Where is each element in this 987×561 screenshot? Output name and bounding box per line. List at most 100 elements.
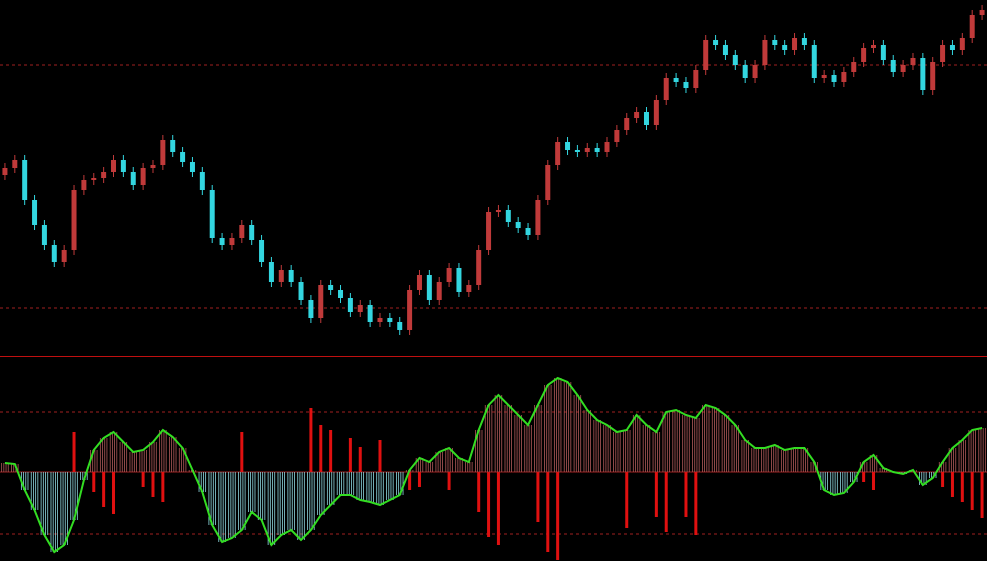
candle-body bbox=[525, 228, 531, 235]
candle-body bbox=[920, 58, 926, 90]
spike-bar bbox=[378, 440, 382, 472]
spike-bar bbox=[941, 472, 945, 487]
spike-bar bbox=[92, 472, 96, 492]
spike-bar bbox=[546, 472, 550, 552]
candle-body bbox=[278, 270, 284, 282]
candle-body bbox=[565, 142, 571, 150]
spike-bar bbox=[487, 472, 491, 537]
candle-body bbox=[742, 65, 748, 78]
candle-body bbox=[91, 178, 97, 180]
candle-body bbox=[259, 240, 265, 262]
candle-body bbox=[545, 165, 551, 200]
spike-bar bbox=[684, 472, 688, 517]
candle-body bbox=[199, 172, 205, 190]
candle-body bbox=[150, 165, 156, 168]
candle-body bbox=[308, 300, 314, 318]
candle-body bbox=[377, 318, 383, 322]
candle-body bbox=[446, 268, 452, 282]
candle-body bbox=[841, 72, 847, 82]
candle-body bbox=[219, 238, 225, 245]
candle-body bbox=[426, 275, 432, 300]
spike-bar bbox=[112, 472, 116, 514]
candle-body bbox=[821, 75, 827, 78]
candle-body bbox=[338, 290, 344, 298]
candle-body bbox=[782, 45, 788, 50]
candle-body bbox=[861, 48, 867, 62]
candle-body bbox=[466, 285, 472, 292]
candle-body bbox=[880, 45, 886, 60]
candle-body bbox=[436, 282, 442, 300]
candle-body bbox=[328, 285, 334, 290]
spike-bar bbox=[319, 425, 323, 472]
candle-body bbox=[683, 82, 689, 88]
spike-bar bbox=[151, 472, 155, 497]
spike-bar bbox=[417, 472, 421, 487]
candle-body bbox=[693, 70, 699, 88]
candle-body bbox=[959, 38, 965, 50]
candle-body bbox=[673, 78, 679, 82]
candle-body bbox=[584, 148, 590, 152]
candle-body bbox=[111, 160, 117, 172]
candle-body bbox=[180, 152, 186, 162]
candle-body bbox=[407, 290, 413, 330]
candle-body bbox=[979, 10, 985, 15]
spike-bar bbox=[654, 472, 658, 517]
spike-bar bbox=[694, 472, 698, 535]
candle-body bbox=[397, 322, 403, 330]
candle-body bbox=[2, 168, 8, 175]
spike-bar bbox=[141, 472, 145, 487]
candle-body bbox=[634, 112, 640, 118]
candle-body bbox=[288, 270, 294, 282]
candle-body bbox=[239, 225, 245, 238]
candle-body bbox=[476, 250, 482, 285]
candle-body bbox=[555, 142, 561, 165]
spike-bar bbox=[871, 472, 875, 490]
spike-bar bbox=[408, 472, 412, 490]
candle-body bbox=[387, 318, 393, 322]
candle-body bbox=[752, 65, 758, 78]
candle-body bbox=[12, 160, 18, 168]
candle-body bbox=[535, 200, 541, 235]
spike-bar bbox=[625, 472, 629, 528]
candle-body bbox=[209, 190, 215, 238]
candle-body bbox=[505, 210, 511, 222]
candle-body bbox=[851, 62, 857, 72]
spike-bar bbox=[556, 472, 560, 560]
candle-body bbox=[772, 40, 778, 45]
signal-line bbox=[4, 376, 983, 554]
candle-body bbox=[890, 60, 896, 72]
candle-body bbox=[367, 305, 373, 322]
candle-body bbox=[32, 200, 38, 225]
candle-body bbox=[900, 65, 906, 72]
candle-body bbox=[969, 15, 975, 38]
candle-body bbox=[495, 210, 501, 212]
candle-body bbox=[51, 245, 57, 262]
spike-bar bbox=[970, 472, 974, 510]
candle-body bbox=[486, 212, 492, 250]
spike-bar bbox=[447, 472, 451, 490]
candle-body bbox=[870, 45, 876, 48]
spike-bar bbox=[862, 472, 866, 482]
spike-bar bbox=[358, 447, 362, 472]
candle-body bbox=[594, 148, 600, 152]
candle-body bbox=[792, 38, 798, 50]
spike-bar bbox=[72, 432, 76, 472]
spike-bar bbox=[536, 472, 540, 522]
spike-bar bbox=[102, 472, 106, 507]
candle-body bbox=[703, 40, 709, 70]
candle-body bbox=[101, 172, 107, 178]
candle-body bbox=[910, 58, 916, 65]
candle-body bbox=[120, 160, 126, 172]
candle-body bbox=[170, 140, 176, 152]
candle-body bbox=[71, 190, 77, 250]
candle-body bbox=[318, 285, 324, 318]
spike-bar bbox=[348, 438, 352, 472]
candle-body bbox=[801, 38, 807, 45]
spike-bar bbox=[960, 472, 964, 502]
candle-body bbox=[653, 100, 659, 125]
spike-bar bbox=[240, 432, 244, 472]
spike-bar bbox=[161, 472, 165, 502]
candle-body bbox=[268, 262, 274, 282]
